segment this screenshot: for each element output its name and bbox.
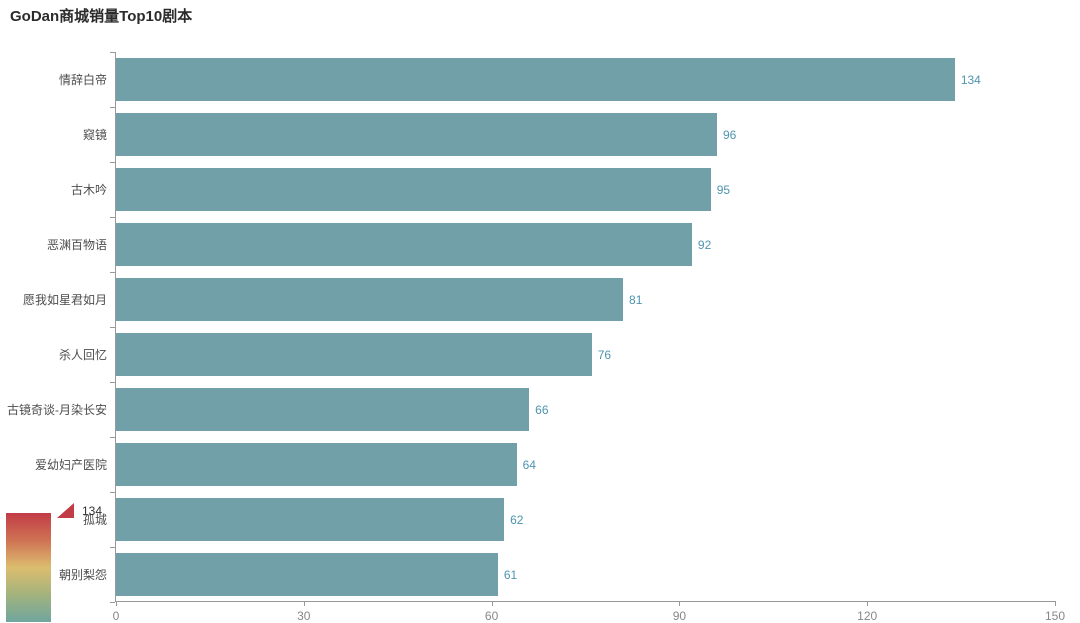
visualmap-gradient-bar [6, 513, 51, 622]
y-axis-tick [110, 602, 115, 603]
bar-series: 134 96 95 92 81 76 66 64 62 61 [116, 52, 1055, 601]
category-label: 古镜奇谈-月染长安 [7, 403, 107, 417]
bar-情辞白帝[interactable] [116, 58, 955, 101]
y-axis-tick [110, 437, 115, 438]
visualmap-max-label: 134 [82, 504, 103, 518]
x-axis-tick-label: 150 [1044, 609, 1066, 623]
bar-古木吟[interactable] [116, 168, 711, 211]
bar-value-label: 134 [960, 72, 981, 87]
bar-row: 61 [116, 547, 1055, 602]
y-axis-tick [110, 382, 115, 383]
category-label: 朝别梨怨 [58, 568, 107, 582]
bar-value-label: 96 [722, 127, 737, 142]
bar-古镜奇谈-月染长安[interactable] [116, 388, 530, 431]
y-axis-tick [110, 547, 115, 548]
x-axis-tick [1055, 601, 1056, 606]
bar-row: 64 [116, 437, 1055, 492]
bar-恶渊百物语[interactable] [116, 223, 692, 266]
x-axis-tick [867, 601, 869, 606]
y-axis-tick [110, 52, 115, 53]
category-label: 爱幼妇产医院 [34, 458, 107, 472]
bar-row: 96 [116, 107, 1055, 162]
bar-朝别梨怨[interactable] [116, 553, 498, 596]
x-axis-tick [491, 601, 493, 606]
bar-row: 92 [116, 217, 1055, 272]
bar-爱幼妇产医院[interactable] [116, 443, 517, 486]
x-axis-tick-label: 30 [297, 609, 311, 623]
x-axis-tick [303, 601, 305, 606]
x-axis-tick-label: 90 [672, 609, 687, 623]
x-axis-tick [679, 601, 681, 606]
y-axis-labels: 情辞白帝窥镜古木吟恶渊百物语愿我如星君如月杀人回忆古镜奇谈-月染长安爱幼妇产医院… [0, 52, 107, 602]
category-label: 杀人回忆 [58, 348, 107, 362]
bar-杀人回忆[interactable] [116, 333, 592, 376]
chart-title: GoDan商城销量Top10剧本 [10, 8, 193, 25]
x-axis-tick-label: 120 [857, 609, 878, 623]
bar-row: 95 [116, 162, 1055, 217]
bar-row: 62 [116, 492, 1055, 547]
bar-愿我如星君如月[interactable] [116, 278, 624, 321]
y-axis-tick [110, 272, 115, 273]
bar-孤城[interactable] [116, 498, 505, 541]
bar-value-label: 64 [522, 457, 536, 472]
category-label: 愿我如星君如月 [22, 293, 107, 307]
bar-value-label: 62 [510, 512, 524, 527]
x-axis: 0 30 60 90 120 150 [112, 601, 1065, 623]
bar-value-label: 95 [716, 182, 731, 197]
visualmap-legend: 134 [6, 503, 136, 622]
bar-row: 134 [116, 52, 1055, 107]
category-label: 窥镜 [82, 128, 107, 142]
x-axis-tick [116, 601, 117, 606]
x-axis-tick-label: 0 [112, 609, 120, 623]
bar-row: 76 [116, 327, 1055, 382]
category-label: 情辞白帝 [58, 73, 107, 87]
bar-row: 81 [116, 272, 1055, 327]
y-axis-tick [110, 492, 115, 493]
y-axis-tick [110, 107, 115, 108]
category-label: 恶渊百物语 [46, 238, 107, 252]
plot-area: 134 96 95 92 81 76 66 64 62 61 0 30 60 90 120 150 [110, 52, 1065, 623]
bar-窥镜[interactable] [116, 113, 717, 156]
bar-row: 66 [116, 382, 1055, 437]
y-axis-tick [110, 162, 115, 163]
x-axis-tick-label: 60 [484, 609, 499, 623]
y-axis-tick [110, 327, 115, 328]
bar-value-label: 76 [597, 347, 612, 362]
category-label: 古木吟 [70, 183, 107, 197]
bar-value-label: 61 [503, 567, 518, 582]
bar-value-label: 66 [535, 402, 549, 417]
bar-value-label: 92 [697, 237, 712, 252]
y-axis-tick [110, 217, 115, 218]
visualmap-handle[interactable] [57, 503, 74, 518]
category-label: 孤城 [82, 513, 107, 527]
bar-value-label: 81 [629, 292, 643, 307]
